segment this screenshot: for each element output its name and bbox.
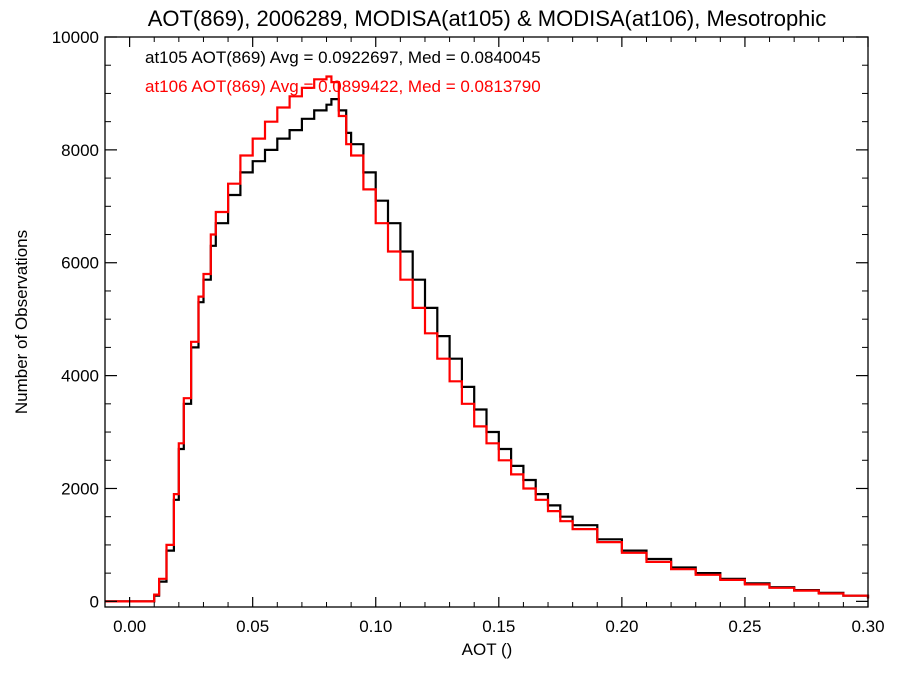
y-tick-label: 0 bbox=[90, 592, 99, 611]
chart-title: AOT(869), 2006289, MODISA(at105) & MODIS… bbox=[148, 6, 827, 31]
x-axis-label: AOT () bbox=[462, 640, 513, 659]
legend-at105: at105 AOT(869) Avg = 0.0922697, Med = 0.… bbox=[145, 48, 541, 67]
y-tick-label: 2000 bbox=[61, 479, 99, 498]
y-tick-label: 4000 bbox=[61, 367, 99, 386]
y-axis: 0 2000 4000 6000 8000 10000 bbox=[52, 28, 868, 611]
x-tick-label: 0.15 bbox=[482, 617, 515, 636]
legend-at106: at106 AOT(869) Avg = 0.0899422, Med = 0.… bbox=[145, 77, 541, 96]
x-axis: 0.00 0.05 0.10 0.15 0.20 0.25 0.30 bbox=[113, 37, 885, 636]
y-axis-label: Number of Observations bbox=[12, 230, 31, 414]
y-tick-label: 10000 bbox=[52, 28, 99, 47]
x-tick-label: 0.10 bbox=[359, 617, 392, 636]
y-tick-label: 8000 bbox=[61, 141, 99, 160]
x-tick-label: 0.30 bbox=[851, 617, 884, 636]
x-tick-label: 0.00 bbox=[113, 617, 146, 636]
plot-area bbox=[105, 75, 870, 603]
y-tick-label: 6000 bbox=[61, 254, 99, 273]
x-tick-label: 0.05 bbox=[236, 617, 269, 636]
series-at106-line bbox=[105, 75, 870, 603]
x-tick-label: 0.25 bbox=[728, 617, 761, 636]
plot-frame bbox=[104, 36, 869, 608]
series-at105-line bbox=[105, 98, 870, 603]
x-tick-label: 0.20 bbox=[605, 617, 638, 636]
